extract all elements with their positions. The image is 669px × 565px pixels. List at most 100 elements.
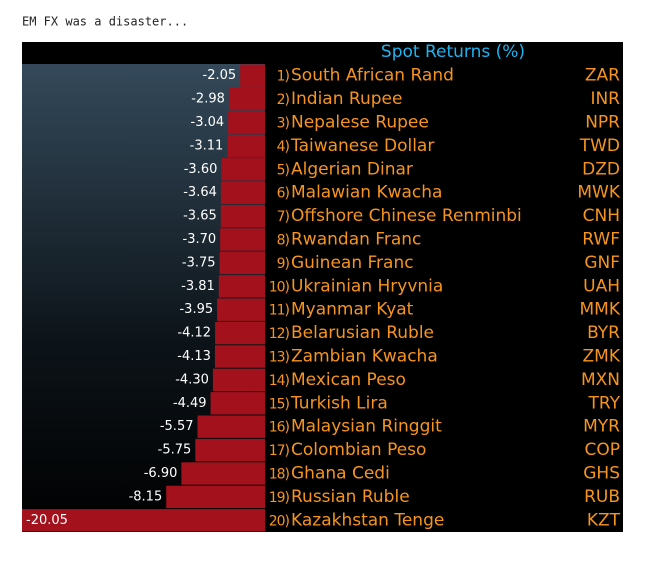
- bar: [240, 64, 265, 87]
- bar: [197, 415, 265, 438]
- value-label: -3.64: [183, 185, 217, 200]
- currency-code: ZMK: [583, 347, 621, 367]
- bar: [195, 438, 265, 462]
- currency-name: Offshore Chinese Renminbi: [291, 206, 522, 226]
- bar: [217, 298, 265, 321]
- rank: 11): [269, 303, 290, 319]
- currency-name: Ghana Cedi: [291, 464, 390, 484]
- currency-code: CNH: [583, 206, 620, 226]
- bar: [166, 485, 265, 509]
- value-label: -20.05: [26, 513, 68, 528]
- value-label: -4.49: [173, 396, 207, 411]
- currency-name: Mexican Peso: [291, 370, 406, 390]
- value-label: -3.11: [190, 138, 224, 153]
- chart-title: Spot Returns (%): [381, 42, 525, 62]
- currency-code: MMK: [580, 300, 621, 320]
- currency-name: Turkish Lira: [290, 393, 388, 413]
- currency-code: GHS: [583, 464, 620, 484]
- currency-name: Zambian Kwacha: [291, 347, 438, 367]
- value-label: -6.90: [144, 466, 178, 481]
- rank: 18): [269, 467, 290, 483]
- currency-code: BYR: [587, 323, 620, 343]
- currency-name: Taiwanese Dollar: [290, 136, 434, 156]
- rank: 6): [277, 186, 290, 202]
- currency-code: TRY: [588, 393, 621, 413]
- currency-code: MYR: [583, 417, 620, 437]
- bar: [220, 204, 265, 228]
- bar-area: [22, 64, 265, 532]
- rank: 7): [277, 209, 290, 225]
- currency-name: Ukrainian Hryvnia: [291, 276, 443, 296]
- rank: 2): [277, 92, 290, 108]
- bar: [228, 111, 265, 134]
- rank: 10): [269, 279, 290, 295]
- bar: [221, 158, 265, 181]
- currency-name: Guinean Franc: [291, 253, 414, 273]
- value-label: -2.05: [203, 68, 237, 83]
- currency-name: Kazakhstan Tenge: [291, 510, 444, 530]
- currency-name: Myanmar Kyat: [291, 300, 414, 320]
- rank: 4): [277, 139, 290, 155]
- value-label: -5.75: [158, 443, 192, 458]
- rank: 12): [269, 326, 290, 342]
- bar: [22, 509, 265, 532]
- bar: [181, 462, 265, 485]
- currency-code: KZT: [587, 510, 621, 530]
- bar: [227, 134, 265, 158]
- currency-code: NPR: [585, 113, 620, 133]
- currency-name: Malaysian Ringgit: [291, 417, 442, 437]
- currency-code: RWF: [582, 230, 620, 250]
- value-label: -5.57: [160, 419, 194, 434]
- value-label: -4.13: [177, 349, 211, 364]
- currency-code: INR: [590, 89, 620, 109]
- bar: [212, 368, 265, 392]
- value-label: -3.70: [183, 232, 217, 247]
- rank: 13): [269, 350, 290, 366]
- currency-code: ZAR: [585, 66, 620, 86]
- currency-name: South African Rand: [291, 66, 454, 86]
- rank: 1): [277, 69, 290, 85]
- currency-name: Nepalese Rupee: [291, 113, 429, 133]
- currency-code: RUB: [584, 487, 620, 507]
- bar: [219, 251, 265, 275]
- value-label: -3.65: [183, 209, 217, 224]
- currency-name: Algerian Dinar: [291, 159, 413, 179]
- value-label: -3.60: [184, 162, 218, 177]
- rank: 8): [277, 233, 290, 249]
- value-label: -4.30: [175, 372, 209, 387]
- value-label: -4.12: [177, 326, 211, 341]
- rank: 20): [269, 513, 290, 529]
- currency-code: DZD: [582, 159, 620, 179]
- value-label: -3.81: [181, 279, 215, 294]
- rank: 17): [269, 443, 290, 459]
- bar: [214, 345, 265, 368]
- value-label: -8.15: [129, 489, 163, 504]
- value-label: -3.04: [191, 115, 225, 130]
- currency-code: UAH: [583, 276, 620, 296]
- bar: [220, 181, 265, 204]
- currency-code: TWD: [579, 136, 620, 156]
- currency-name: Indian Rupee: [291, 89, 402, 109]
- value-label: -3.95: [179, 302, 213, 317]
- rank: 5): [277, 162, 290, 178]
- currency-name: Malawian Kwacha: [291, 183, 442, 203]
- currency-code: MWK: [577, 183, 620, 203]
- rank: 16): [269, 420, 290, 436]
- bar: [218, 275, 265, 298]
- rank: 19): [269, 490, 290, 506]
- currency-name: Colombian Peso: [291, 440, 426, 460]
- currency-code: MXN: [581, 370, 620, 390]
- value-label: -3.75: [182, 255, 216, 270]
- currency-code: COP: [584, 440, 620, 460]
- bar: [215, 321, 265, 345]
- bar: [228, 87, 265, 111]
- currency-name: Belarusian Ruble: [291, 323, 434, 343]
- rank: 15): [269, 396, 290, 412]
- value-label: -2.98: [191, 92, 225, 107]
- caption: EM FX was a disaster...: [22, 15, 188, 29]
- rank: 9): [277, 256, 290, 272]
- rank: 3): [277, 116, 290, 132]
- rank: 14): [269, 373, 290, 389]
